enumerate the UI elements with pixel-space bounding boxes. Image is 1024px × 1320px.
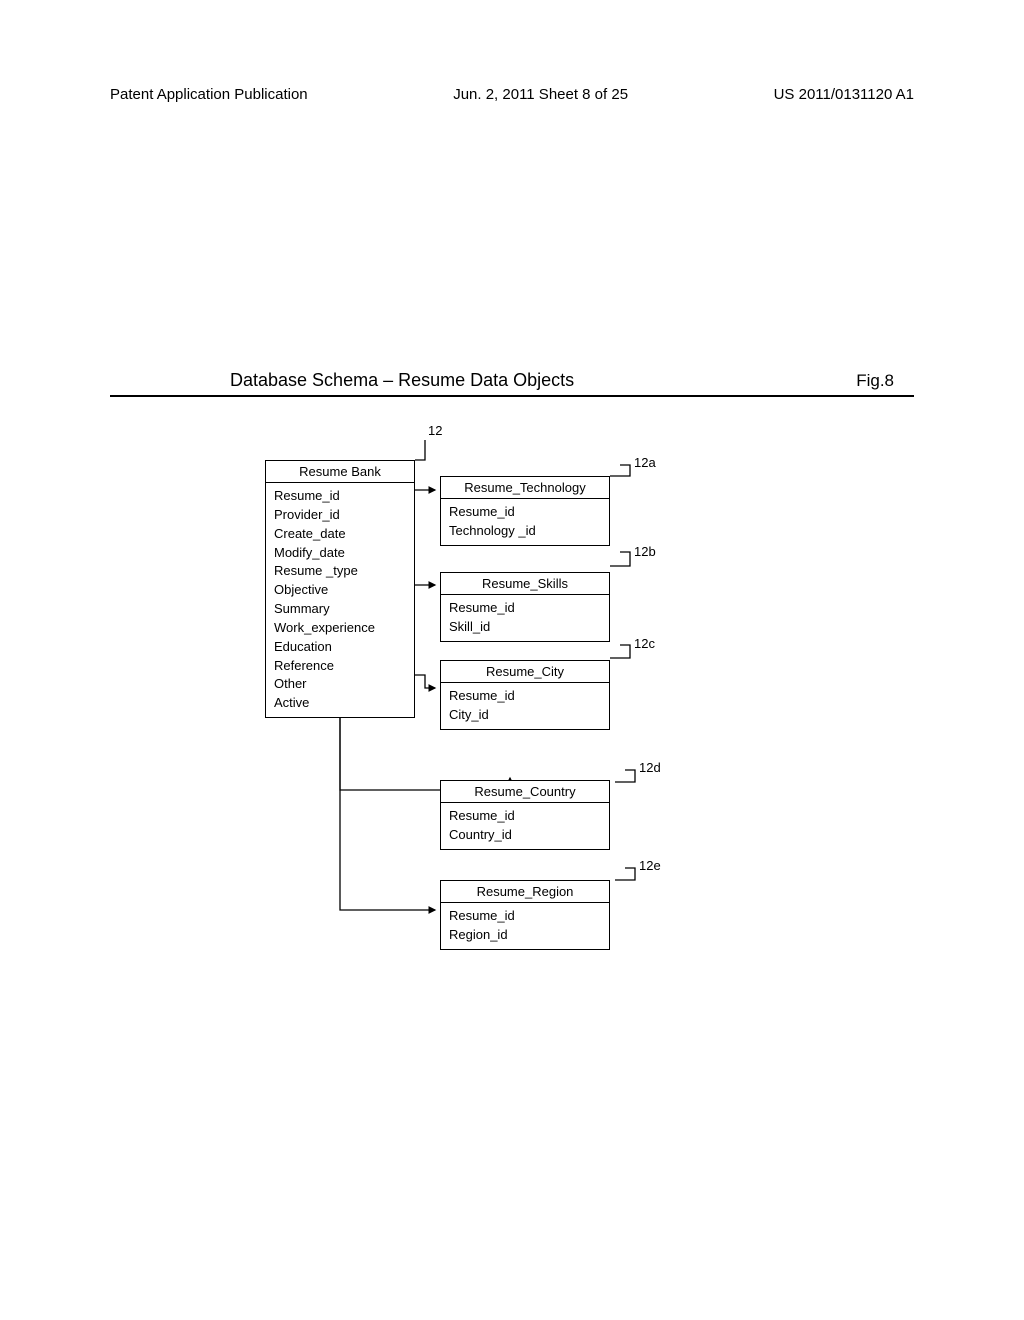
figure-title: Database Schema – Resume Data Objects (230, 370, 574, 391)
schema-diagram: Resume Bank Resume_idProvider_idCreate_d… (110, 420, 914, 1020)
callout-12b: 12b (634, 544, 656, 559)
callout-12a: 12a (634, 455, 656, 470)
field: Resume_id (449, 599, 601, 618)
entity-fields: Resume_idTechnology _id (440, 499, 610, 546)
patent-header: Patent Application Publication Jun. 2, 2… (110, 86, 914, 103)
entity-resume-region: Resume_Region Resume_idRegion_id (440, 880, 610, 950)
field: Technology _id (449, 522, 601, 541)
field: City_id (449, 706, 601, 725)
field: Resume_id (449, 503, 601, 522)
entity-fields: Resume_idSkill_id (440, 595, 610, 642)
field: Objective (274, 581, 406, 600)
field: Skill_id (449, 618, 601, 637)
entity-title: Resume_Skills (440, 572, 610, 595)
entity-resume-technology: Resume_Technology Resume_idTechnology _i… (440, 476, 610, 546)
entity-fields: Resume_idCountry_id (440, 803, 610, 850)
field: Active (274, 694, 406, 713)
header-right: US 2011/0131120 A1 (774, 86, 914, 103)
figure-title-block: Database Schema – Resume Data Objects Fi… (110, 370, 914, 397)
callout-12d: 12d (639, 760, 661, 775)
callout-12c: 12c (634, 636, 655, 651)
field: Country_id (449, 826, 601, 845)
entity-fields: Resume_idRegion_id (440, 903, 610, 950)
entity-resume-country: Resume_Country Resume_idCountry_id (440, 780, 610, 850)
callout-12: 12 (428, 423, 442, 438)
field: Summary (274, 600, 406, 619)
field: Resume_id (449, 907, 601, 926)
header-center: Jun. 2, 2011 Sheet 8 of 25 (453, 86, 628, 103)
field: Resume_id (274, 487, 406, 506)
entity-title: Resume_Country (440, 780, 610, 803)
field: Resume_id (449, 807, 601, 826)
field: Reference (274, 657, 406, 676)
entity-resume-skills: Resume_Skills Resume_idSkill_id (440, 572, 610, 642)
field: Region_id (449, 926, 601, 945)
field: Modify_date (274, 544, 406, 563)
field: Resume_id (449, 687, 601, 706)
field: Resume _type (274, 562, 406, 581)
field: Education (274, 638, 406, 657)
entity-title: Resume_Region (440, 880, 610, 903)
entity-title: Resume Bank (265, 460, 415, 483)
entity-fields: Resume_idProvider_idCreate_dateModify_da… (265, 483, 415, 718)
entity-fields: Resume_idCity_id (440, 683, 610, 730)
figure-number: Fig.8 (856, 371, 894, 391)
header-left: Patent Application Publication (110, 86, 308, 103)
field: Other (274, 675, 406, 694)
entity-resume-bank: Resume Bank Resume_idProvider_idCreate_d… (265, 460, 415, 718)
field: Work_experience (274, 619, 406, 638)
field: Provider_id (274, 506, 406, 525)
callout-12e: 12e (639, 858, 661, 873)
entity-resume-city: Resume_City Resume_idCity_id (440, 660, 610, 730)
field: Create_date (274, 525, 406, 544)
entity-title: Resume_Technology (440, 476, 610, 499)
entity-title: Resume_City (440, 660, 610, 683)
